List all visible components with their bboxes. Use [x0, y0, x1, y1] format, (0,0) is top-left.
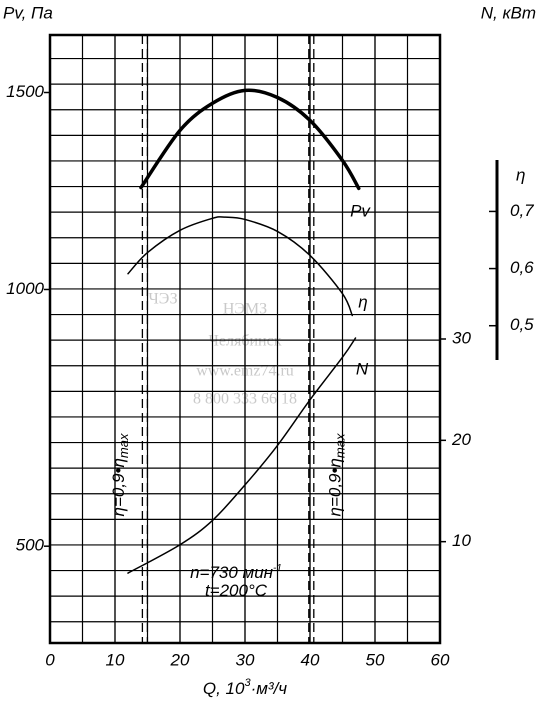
bound-label-text: η=0,9•η: [326, 458, 345, 516]
annotation-text: n=730 мин: [190, 563, 274, 582]
y-tick-label: 500: [16, 536, 45, 555]
x-axis-label-sup: 3: [244, 677, 251, 689]
series-label: N: [356, 359, 369, 378]
series-label: Pv: [350, 201, 371, 220]
series-label: η: [358, 292, 367, 311]
watermark: ЧЭЗ: [148, 291, 177, 308]
x-axis-label-text: Q, 10: [203, 679, 245, 698]
bound-label-sub: max: [333, 433, 348, 458]
series-line: [127, 216, 353, 317]
series-line: [139, 88, 361, 191]
bound-label: η=0,9•ηmax: [326, 433, 348, 516]
annotation-text: t=200°C: [205, 581, 268, 600]
y3-axis-label: η: [516, 165, 525, 184]
y2-tick-label: 20: [451, 430, 471, 449]
bound-label-text: η=0,9•η: [109, 458, 128, 516]
x-axis-label-unit: ·м³/ч: [251, 679, 288, 698]
x-tick-label: 10: [106, 650, 125, 669]
y2-tick-label: 30: [452, 328, 471, 347]
bound-label-sub: max: [116, 433, 131, 458]
y3-tick-label: 0,6: [510, 258, 534, 277]
y3-tick-label: 0,7: [510, 201, 534, 220]
x-tick-label: 30: [236, 650, 255, 669]
y-tick-label: 1000: [6, 279, 44, 298]
y2-axis-label: N, кВт: [481, 3, 536, 22]
x-axis-label: Q, 103·м³/ч: [203, 677, 287, 699]
annotation: t=200°C: [205, 581, 268, 600]
y-axis-label: Pv, Па: [3, 3, 53, 22]
y2-tick-label: 10: [452, 531, 471, 550]
annotation-sup: -1: [273, 563, 282, 574]
x-tick-label: 20: [170, 650, 190, 669]
x-tick-label: 60: [431, 650, 450, 669]
y-tick-label: 1500: [6, 82, 44, 101]
bound-label: η=0,9•ηmax: [109, 433, 131, 516]
annotation: n=730 мин-1: [190, 563, 282, 583]
x-tick-label: 0: [45, 650, 55, 669]
y3-tick-label: 0,5: [510, 315, 534, 334]
series-line: [127, 337, 357, 574]
x-tick-label: 40: [301, 650, 320, 669]
x-tick-label: 50: [366, 650, 385, 669]
